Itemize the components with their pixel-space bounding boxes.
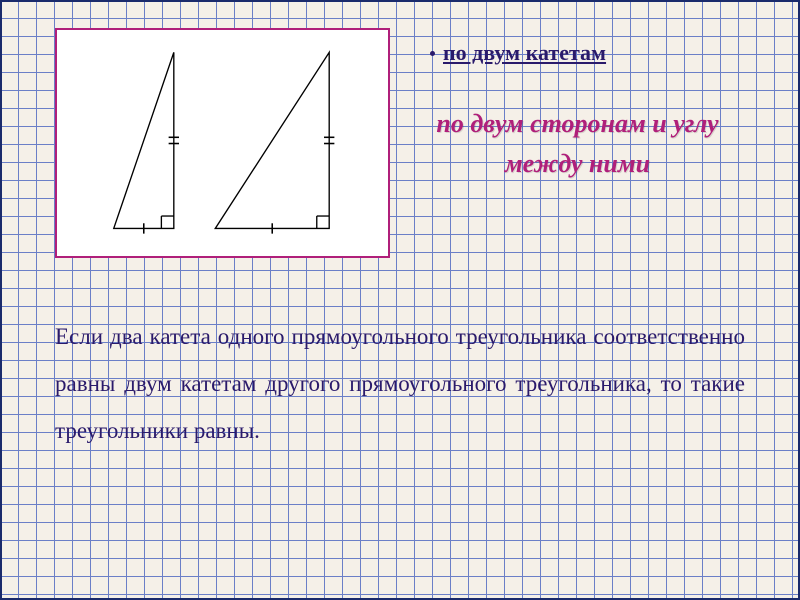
bullet-title-text: по двум катетам xyxy=(443,40,606,66)
body-paragraph: Если два катета одного прямоугольного тр… xyxy=(55,313,745,454)
slide-content: по двум катетам по двум сторонам и углу … xyxy=(0,0,800,600)
triangles-diagram xyxy=(67,42,378,244)
top-row: по двум катетам по двум сторонам и углу … xyxy=(55,28,745,258)
figure-box xyxy=(55,28,390,258)
subtitle-text: по двум сторонам и углу между ними xyxy=(410,104,745,185)
bullet-title-line: по двум катетам xyxy=(410,40,745,66)
right-column: по двум катетам по двум сторонам и углу … xyxy=(410,28,745,185)
bullet-icon xyxy=(430,51,435,56)
